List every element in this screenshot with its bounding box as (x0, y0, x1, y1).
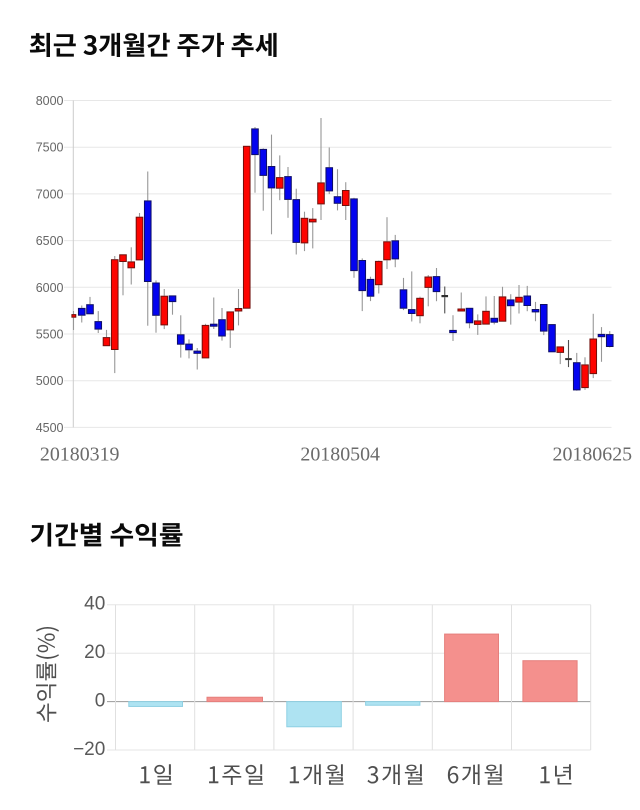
svg-text:6000: 6000 (36, 281, 64, 295)
svg-text:7000: 7000 (36, 187, 64, 201)
svg-text:8000: 8000 (36, 94, 64, 108)
svg-text:20: 20 (84, 642, 105, 663)
svg-text:20180319: 20180319 (40, 444, 120, 466)
svg-text:20180625: 20180625 (553, 444, 633, 466)
svg-text:6500: 6500 (36, 234, 64, 248)
svg-text:7500: 7500 (36, 141, 64, 155)
svg-text:40: 40 (84, 594, 105, 615)
svg-text:−20: −20 (73, 739, 105, 760)
svg-text:5000: 5000 (36, 374, 64, 388)
svg-text:20180504: 20180504 (300, 444, 380, 466)
svg-text:5500: 5500 (36, 328, 64, 342)
svg-text:4500: 4500 (36, 421, 64, 435)
svg-text:0: 0 (95, 690, 106, 711)
